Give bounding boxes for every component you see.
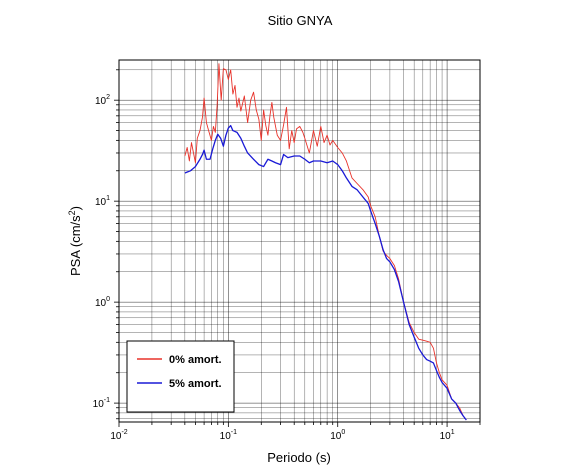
y-tick-label-base: 10 xyxy=(95,96,107,107)
x-tick-label-base: 10 xyxy=(110,431,122,442)
y-tick-label-exp: 1 xyxy=(106,195,110,202)
grid xyxy=(114,60,481,427)
x-tick-label: 100 xyxy=(330,429,345,442)
x-tick-label-base: 10 xyxy=(330,431,342,442)
x-tick-label-exp: 0 xyxy=(341,429,345,436)
x-tick-label: 10-2 xyxy=(110,429,127,442)
legend-label-1: 5% amort. xyxy=(169,378,222,390)
x-tick-label-exp: 1 xyxy=(451,429,455,436)
y-tick-label-exp: -1 xyxy=(104,397,110,404)
y-tick-label-base: 10 xyxy=(95,298,107,309)
y-axis-title-exp: 2 xyxy=(67,210,77,215)
y-tick-label-exp: 0 xyxy=(106,296,110,303)
y-axis-title-end: ) xyxy=(68,206,83,210)
series-line-1 xyxy=(184,124,467,421)
plot-frame xyxy=(118,59,481,423)
x-tick-label-base: 10 xyxy=(220,431,232,442)
y-tick-label: 100 xyxy=(95,296,110,309)
chart-title: Sitio GNYA xyxy=(268,13,333,28)
x-tick-labels: 10-2 10-1 100 101 xyxy=(110,429,454,442)
legend-box xyxy=(126,340,235,413)
legend-label-0: 0% amort. xyxy=(169,354,222,366)
x-tick-label: 101 xyxy=(440,429,455,442)
x-axis-title: Periodo (s) xyxy=(267,450,331,465)
series-lines xyxy=(184,63,467,421)
y-tick-label: 101 xyxy=(95,195,110,208)
y-tick-label: 10-1 xyxy=(93,397,110,410)
y-tick-label: 102 xyxy=(95,94,110,107)
x-tick-label-base: 10 xyxy=(440,431,452,442)
y-axis-title-base: PSA (cm/s xyxy=(68,215,83,276)
legend: 0% amort. 5% amort. xyxy=(126,340,235,413)
y-tick-label-exp: 2 xyxy=(106,94,110,101)
y-axis-title: PSA (cm/s2) xyxy=(67,206,83,276)
y-tick-label-base: 10 xyxy=(95,197,107,208)
x-tick-label-exp: -1 xyxy=(231,429,237,436)
x-tick-label: 10-1 xyxy=(220,429,237,442)
y-tick-label-base: 10 xyxy=(93,399,105,410)
x-tick-label-exp: -2 xyxy=(121,429,127,436)
